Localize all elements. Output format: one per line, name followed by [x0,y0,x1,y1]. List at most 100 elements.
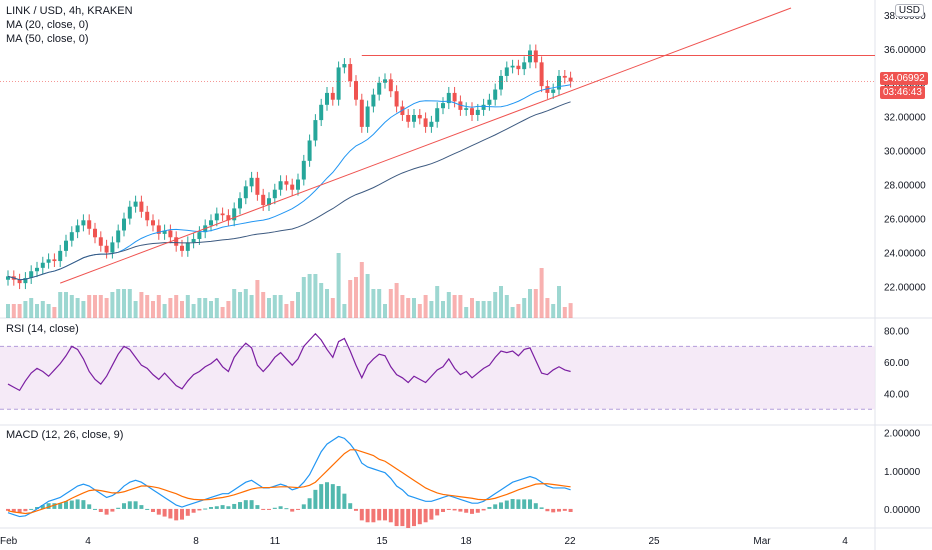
macd-histogram-bar [116,507,121,509]
macd-histogram-bar [365,508,370,523]
candle-body [388,79,393,92]
candle-body [452,92,457,102]
time-tick-label: 11 [270,536,281,547]
volume-bar [522,298,527,318]
macd-histogram-bar [87,504,92,509]
macd-histogram-bar [220,505,225,509]
macd-histogram-bar [290,508,295,512]
volume-bar [307,274,312,318]
macd-tick-label: 1.00000 [884,467,921,478]
candle-body [75,225,80,233]
candle-body [562,75,567,78]
macd-histogram-bar [11,508,16,512]
macd-histogram-bar [446,508,451,510]
candle-body [487,99,492,105]
volume-bar [330,298,335,318]
macd-histogram-bar [238,502,242,509]
volume-bar [394,283,399,318]
volume-bar [209,301,213,318]
time-tick-label: 8 [193,536,199,547]
volume-bar [319,283,324,318]
candle-body [551,89,556,93]
candle-body [35,267,39,272]
candle-body [522,62,527,70]
volume-bar [185,295,190,318]
currency-button[interactable]: USD [894,4,924,17]
volume-bar [29,298,34,318]
macd-histogram-bar [412,508,416,527]
volume-bar [290,301,295,318]
candle-body [180,245,184,251]
candle-body [446,92,451,104]
volume-bar [493,292,498,318]
volume-bar [249,295,254,318]
macd-histogram-bar [348,503,353,509]
time-tick-label: 15 [376,536,388,547]
candle-body [325,92,329,105]
volume-bar [87,295,92,318]
candle-body [255,177,260,195]
macd-histogram-bar [458,508,463,512]
volume-bar [388,289,393,318]
candle-body [64,240,68,251]
candle-body [441,103,445,109]
candle-body [249,177,254,187]
volume-bar [371,289,376,318]
volume-bar [313,274,318,318]
candle-body [197,232,202,239]
macd-histogram-bar [174,508,179,521]
macd-histogram-bar [180,508,184,520]
time-tick-label: 22 [564,536,576,547]
volume-bar [284,304,289,318]
macd-histogram-bar [423,508,428,523]
volume-bar [539,268,544,318]
volume-bar [568,303,573,318]
macd-histogram-bar [388,508,393,523]
volume-bar [475,301,480,318]
macd-histogram-bar [52,503,57,509]
volume-bar [452,295,457,318]
volume-bar [301,277,306,318]
macd-histogram-bar [342,493,347,509]
candle-body [423,118,428,127]
volume-bar [122,289,126,318]
macd-histogram-bar [435,508,440,516]
rsi-line [7,332,571,392]
macd-tick-label: 2.00000 [884,429,921,440]
volume-bar [487,301,492,318]
volume-bar [435,286,440,318]
candle-body [58,250,63,262]
candle-body [127,206,132,219]
candle-body [110,242,115,253]
macd-histogram-bar [127,501,132,509]
macd-histogram-bar [533,503,538,509]
macd-histogram-bar [394,508,399,527]
macd-histogram-bar [214,506,219,509]
volume-bar [516,304,521,318]
signal-line [7,449,571,515]
volume-bar [220,307,225,318]
macd-histogram-bar [278,506,283,509]
macd-histogram-bar [64,501,68,509]
macd-tick-label: 0.00000 [884,505,921,516]
volume-bar [151,301,155,318]
volume-bar [458,295,463,318]
volume-bar [35,304,39,318]
macd-legend: MACD (12, 26, close, 9) [6,428,123,442]
candle-body [365,106,370,127]
volume-bar [383,304,387,318]
volume-bar [562,307,567,318]
candle-body [400,106,405,115]
volume-bar [470,298,474,318]
macd-histogram-bar [545,508,550,512]
candle-body [568,77,573,82]
volume-bar [481,301,486,318]
candle-body [104,245,109,253]
volume-bar [261,292,266,318]
candle-body [539,62,544,87]
volume-bar [255,280,260,318]
candle-body [493,89,498,100]
candle-body [313,120,318,141]
macd-histogram-bar [75,499,80,509]
